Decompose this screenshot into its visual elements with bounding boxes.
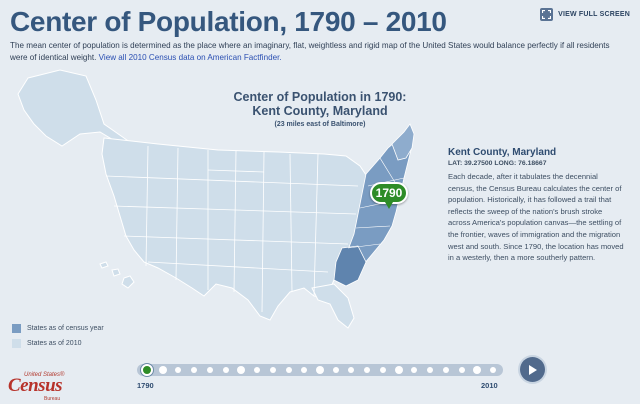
logo-united-states: United States® [24,372,65,378]
legend-label-census-year: States as of census year [27,325,104,332]
timeline-dot-1990[interactable] [458,367,465,373]
timeline-dot-1890[interactable] [301,367,308,373]
map-heading: Center of Population in 1790: Kent Count… [210,90,430,128]
map-heading-title: Center of Population in 1790: [233,90,407,104]
intro-text: The mean center of population is determi… [10,40,610,64]
expand-icon [540,8,554,21]
timeline-dot-1980[interactable] [442,367,449,373]
marker-pointer [385,202,393,209]
hawaii-shape [99,261,135,289]
map-legend: States as of census year States as of 20… [12,324,104,354]
state-borders [105,145,359,313]
population-center-marker[interactable]: 1790 [370,182,408,210]
timeline-dot-2010[interactable] [490,367,496,373]
view-full-screen-label: VIEW FULL SCREEN [558,11,630,18]
view-full-screen-button[interactable]: VIEW FULL SCREEN [540,8,630,21]
legend-swatch-2010 [12,339,21,348]
logo-census: Census [8,375,63,396]
timeline-dot-1910[interactable] [332,367,339,373]
timeline-dot-1930[interactable] [364,367,371,373]
factfinder-link[interactable]: View all 2010 Census data on American Fa… [98,53,282,62]
info-place: Kent County, Maryland [448,147,557,158]
info-description: Each decade, after it tabulates the dece… [448,172,624,263]
timeline-dot-1860[interactable] [254,367,261,373]
info-panel: Kent County, Maryland LAT: 39.27500 LONG… [448,147,626,264]
timeline-dot-1790[interactable] [141,364,153,376]
play-icon [529,364,537,375]
timeline-dot-1900[interactable] [316,366,324,374]
timeline-dot-1820[interactable] [191,367,198,373]
timeline-dot-1970[interactable] [427,367,434,373]
year-timeline[interactable] [137,364,503,376]
legend-item-2010: States as of 2010 [12,339,104,348]
timeline-dot-1920[interactable] [348,367,355,373]
legend-swatch-census-year [12,324,21,333]
logo-bureau: Bureau [44,396,61,402]
alaska-shape [17,69,139,149]
timeline-dot-1960[interactable] [411,367,418,373]
map-heading-note: (23 miles east of Baltimore) [274,121,366,128]
georgia-shape [333,245,367,287]
legend-item-census-year: States as of census year [12,324,104,333]
timeline-dot-1870[interactable] [269,367,276,373]
marker-year-label: 1790 [370,182,408,204]
legend-label-2010: States as of 2010 [27,340,82,347]
timeline-dot-1880[interactable] [285,367,292,373]
us-map[interactable] [8,66,433,331]
florida-shape [311,283,355,329]
new-england-shape [391,123,415,161]
us-map-svg [17,69,415,329]
play-button[interactable] [520,357,545,382]
timeline-dot-1830[interactable] [206,367,213,373]
info-coordinates: LAT: 39.27500 LONG: 76.18667 [448,160,547,167]
intro-description: The mean center of population is determi… [10,41,610,62]
timeline-dot-1940[interactable] [379,367,386,373]
timeline-dot-1800[interactable] [158,366,167,374]
timeline-dot-1850[interactable] [237,366,246,374]
page-title: Center of Population, 1790 – 2010 [10,6,447,37]
map-heading-location: Kent County, Maryland [252,104,388,118]
census-bureau-logo: United States® Census Bureau [8,372,68,402]
timeline-dot-1810[interactable] [175,367,182,373]
timeline-end-year: 2010 [481,381,498,390]
timeline-dot-1950[interactable] [394,366,403,374]
timeline-dot-2000[interactable] [473,366,482,374]
timeline-start-year: 1790 [137,381,154,390]
timeline-dot-1840[interactable] [222,367,229,373]
